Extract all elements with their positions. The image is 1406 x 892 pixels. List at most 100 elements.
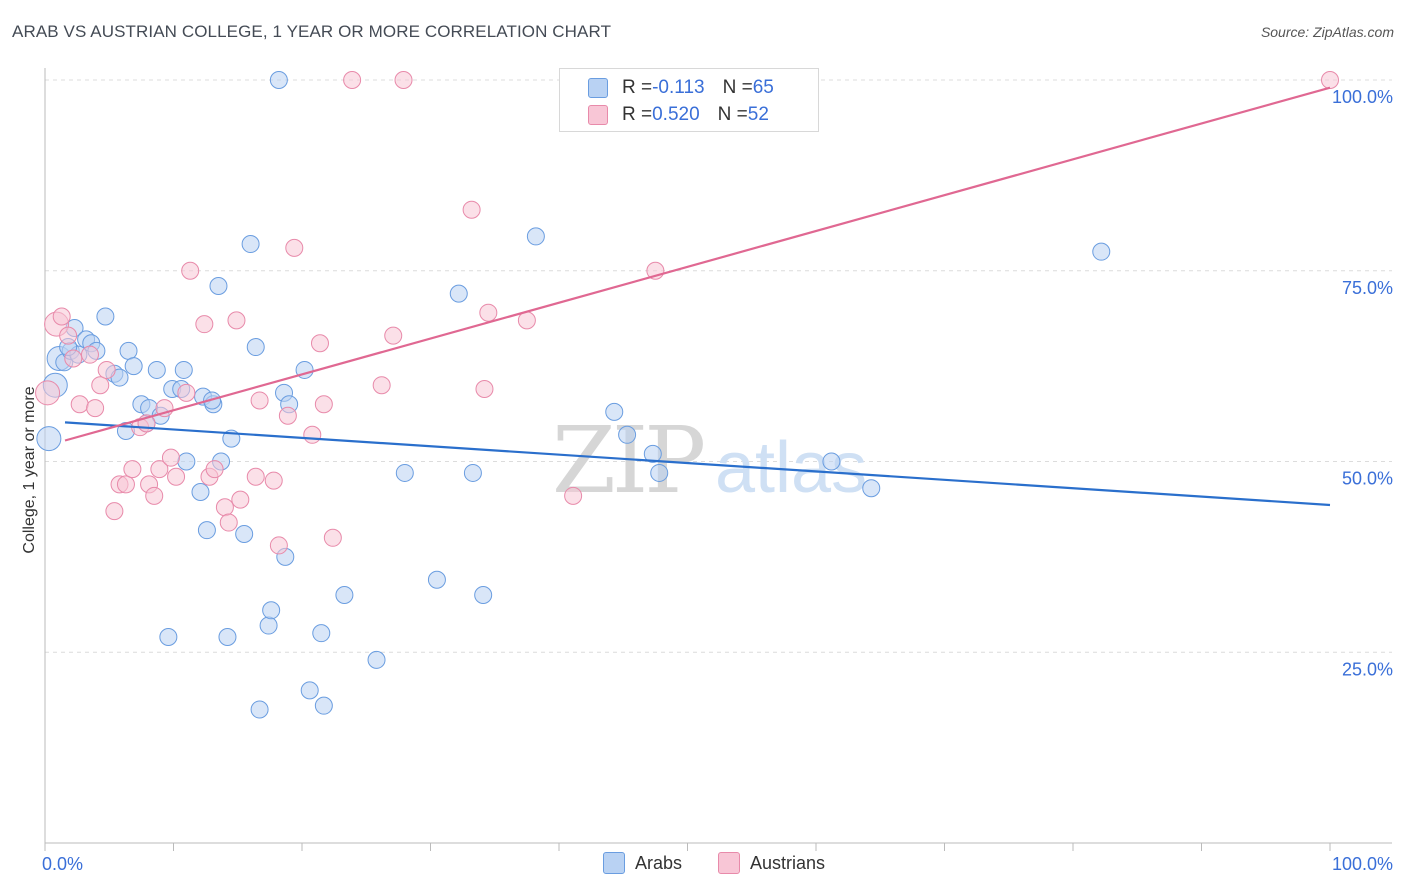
- correlation-legend: R = -0.113 N = 65 R = 0.520 N = 52: [559, 68, 819, 132]
- bottom-legend-arabs: Arabs: [603, 852, 682, 874]
- austrian-point: [372, 376, 391, 395]
- arab-point: [618, 425, 637, 444]
- legend-row-austrians: R = 0.520 N = 52: [586, 102, 769, 128]
- austrians-r-label: R =: [622, 104, 653, 125]
- austrian-point: [70, 395, 89, 414]
- austrians-trendline: [64, 86, 1331, 442]
- austrian-point: [278, 406, 297, 425]
- arabs-n-value: 65: [752, 77, 774, 98]
- arab-point: [147, 360, 166, 379]
- arab-point: [1092, 242, 1111, 261]
- arab-point: [235, 524, 254, 543]
- arab-point: [605, 402, 624, 421]
- y-tick-label: 25.0%: [1342, 659, 1393, 679]
- arab-point: [335, 586, 354, 605]
- arab-point: [643, 444, 662, 463]
- austrian-point: [285, 238, 304, 257]
- x-tick-label: 0.0%: [42, 854, 83, 874]
- austrian-point: [145, 486, 164, 505]
- arab-point: [862, 479, 881, 498]
- austrian-point: [97, 360, 116, 379]
- austrian-point: [564, 486, 583, 505]
- austrian-point: [86, 399, 105, 418]
- austrian-point: [227, 311, 246, 330]
- arabs-r-label: R =: [622, 77, 653, 98]
- arab-point: [174, 360, 193, 379]
- austrians-n-label: N =: [717, 104, 748, 125]
- austrian-point: [310, 334, 329, 353]
- austrians-swatch: [588, 105, 608, 125]
- austrian-point: [181, 261, 200, 280]
- austrian-point: [123, 460, 142, 479]
- bottom-austrians-label: Austrians: [750, 852, 826, 873]
- bottom-arabs-swatch: [603, 852, 625, 874]
- austrian-point: [231, 490, 250, 509]
- source-credit: Source: ZipAtlas.com: [1260, 24, 1394, 40]
- arab-point: [250, 700, 269, 719]
- austrian-point: [52, 307, 71, 326]
- arab-point: [269, 71, 288, 89]
- austrian-point: [205, 460, 224, 479]
- arab-point: [119, 341, 138, 360]
- austrian-point: [384, 326, 403, 345]
- y-tick-label: 50.0%: [1342, 469, 1393, 489]
- arab-point: [395, 463, 414, 482]
- arab-point: [650, 463, 669, 482]
- arab-point: [36, 426, 62, 452]
- austrian-point: [479, 303, 498, 322]
- arab-point: [314, 696, 333, 715]
- arab-point: [822, 452, 841, 471]
- austrian-point: [264, 471, 283, 490]
- arab-point: [209, 277, 228, 296]
- arab-point: [246, 338, 265, 357]
- arab-point: [96, 307, 115, 326]
- austrian-point: [303, 425, 322, 444]
- austrian-point: [394, 71, 413, 89]
- arab-point: [197, 521, 216, 540]
- austrian-point: [80, 345, 99, 364]
- arab-point: [191, 483, 210, 502]
- arabs-trendline: [64, 421, 1331, 507]
- austrian-point: [475, 380, 494, 399]
- austrian-point: [91, 376, 110, 395]
- austrians-r-value: 0.520: [652, 104, 700, 125]
- austrian-point: [35, 380, 61, 406]
- arab-point: [427, 570, 446, 589]
- arabs-r-value: -0.113: [652, 77, 705, 98]
- austrian-point: [219, 513, 238, 532]
- arab-point: [449, 284, 468, 303]
- arab-point: [300, 681, 319, 700]
- austrian-point: [323, 528, 342, 547]
- arabs-swatch: [588, 78, 608, 98]
- chart-title: ARAB VS AUSTRIAN COLLEGE, 1 YEAR OR MORE…: [12, 22, 612, 41]
- y-axis-label: College, 1 year or more: [21, 386, 38, 554]
- austrian-point: [314, 395, 333, 414]
- austrian-point: [215, 498, 234, 517]
- austrian-point: [167, 467, 186, 486]
- arab-point: [259, 616, 278, 635]
- legend-row-arabs: R = -0.113 N = 65: [586, 75, 774, 101]
- austrian-point: [1321, 71, 1339, 89]
- arab-point: [367, 650, 386, 669]
- austrians-n-value: 52: [747, 104, 769, 125]
- arab-point: [262, 601, 281, 620]
- austrian-point: [150, 460, 169, 479]
- austrian-point: [195, 315, 214, 334]
- austrian-point: [269, 536, 288, 555]
- arab-point: [526, 227, 545, 246]
- austrian-point: [177, 383, 196, 402]
- arab-point: [241, 235, 260, 254]
- bottom-legend-austrians: Austrians: [718, 852, 825, 874]
- arab-point: [177, 452, 196, 471]
- austrian-point: [105, 502, 124, 521]
- bottom-arabs-label: Arabs: [635, 852, 683, 873]
- arab-point: [159, 627, 178, 646]
- arab-point: [463, 463, 482, 482]
- arabs-n-label: N =: [722, 77, 753, 98]
- arab-point: [124, 357, 143, 376]
- watermark-atlas: atlas: [715, 428, 867, 508]
- austrian-point: [343, 71, 362, 89]
- x-tick-label: 100.0%: [1332, 854, 1393, 874]
- austrian-point: [246, 467, 265, 486]
